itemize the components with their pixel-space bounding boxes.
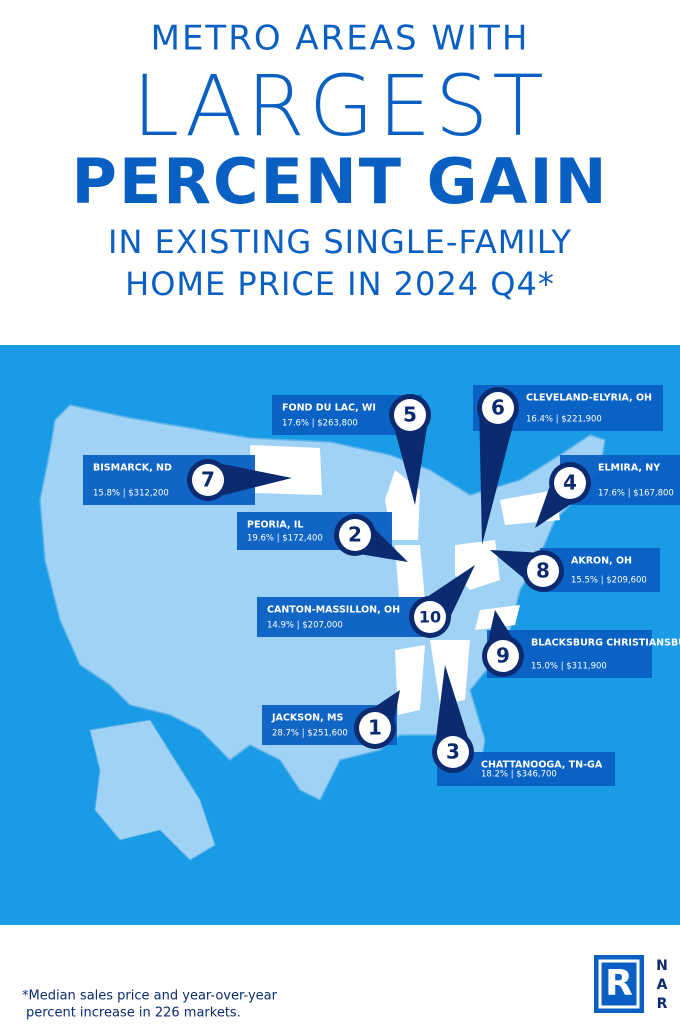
title: METRO AREAS WITH LARGEST PERCENT GAIN IN… xyxy=(72,19,609,304)
logo-box xyxy=(594,955,644,1013)
logo-letter: N xyxy=(656,958,668,974)
pin-inner xyxy=(554,467,586,499)
pin-tail xyxy=(479,405,517,545)
logo-mark: R xyxy=(605,963,633,1004)
state xyxy=(395,545,425,610)
logo: R N A R xyxy=(594,955,668,1013)
metro-detail: 15.8% | $312,200 xyxy=(93,489,169,499)
title-line: IN EXISTING SINGLE-FAMILY xyxy=(108,223,572,261)
metro-detail: 16.4% | $221,900 xyxy=(526,415,602,425)
metro-name: JACKSON, MS xyxy=(271,713,343,724)
pin-inner xyxy=(394,399,426,431)
pin-rank: 9 xyxy=(496,644,510,668)
pin-rank: 8 xyxy=(536,559,550,583)
metro-name: ELMIRA, NY xyxy=(598,463,660,474)
metro-name: PEORIA, IL xyxy=(247,520,303,531)
pin-rank: 5 xyxy=(403,403,417,427)
metro-detail: 28.7% | $251,600 xyxy=(272,729,348,739)
pin-inner xyxy=(527,555,559,587)
metro-name: CLEVELAND-ELYRIA, OH xyxy=(526,393,652,404)
metro-detail: 15.5% | $209,600 xyxy=(571,576,647,586)
metro-detail: 15.0% | $311,900 xyxy=(531,662,607,672)
pin-inner xyxy=(192,464,224,496)
metro-detail: 19.6% | $172,400 xyxy=(247,534,323,544)
pin-inner xyxy=(414,601,446,633)
metro-detail: 14.9% | $207,000 xyxy=(267,621,343,631)
pin-rank: 4 xyxy=(563,471,577,495)
metro-label-box xyxy=(257,597,429,637)
pin-inner xyxy=(339,519,371,551)
metro: FOND DU LAC, WI 17.6% | $263,800 5 xyxy=(272,394,431,505)
metro-name: BLACKSBURG CHRISTIANSBURG, VA xyxy=(531,638,680,649)
metro: AKRON, OH 15.5% | $209,600 8 xyxy=(490,548,660,592)
footnote: *Median sales price and year-over-year p… xyxy=(22,989,278,1021)
pin-rank: 7 xyxy=(201,468,215,492)
logo-letter: A xyxy=(657,977,668,993)
metro-name: BISMARCK, ND xyxy=(93,463,172,474)
pin-inner xyxy=(359,712,391,744)
metro: JACKSON, MS 28.7% | $251,600 1 xyxy=(262,690,400,749)
metro-markers: JACKSON, MS 28.7% | $251,600 1 PEORIA, IL 19… xyxy=(83,385,680,786)
footnote-line: percent increase in 226 markets. xyxy=(26,1006,241,1021)
metro-name: AKRON, OH xyxy=(571,556,632,567)
pin-tail xyxy=(434,665,472,754)
metro-detail: 17.6% | $167,800 xyxy=(598,489,674,499)
pin-rank: 1 xyxy=(368,716,382,740)
pin-rank: 2 xyxy=(348,523,362,547)
pin-inner xyxy=(482,392,514,424)
pin-rank: 3 xyxy=(446,740,460,764)
metro: CLEVELAND-ELYRIA, OH 16.4% | $221,900 6 xyxy=(473,385,663,545)
title-line: METRO AREAS WITH xyxy=(151,19,530,59)
pin-tail xyxy=(391,413,429,505)
metro-detail: 18.2% | $346,700 xyxy=(481,770,557,780)
metro-detail: 17.6% | $263,800 xyxy=(282,419,358,429)
metro-name: CHATTANOOGA, TN-GA xyxy=(481,760,603,771)
title-line: PERCENT GAIN xyxy=(72,145,609,218)
pin-tail xyxy=(207,461,292,499)
alaska xyxy=(89,719,216,861)
title-line: HOME PRICE IN 2024 Q4* xyxy=(125,265,555,303)
logo-frame xyxy=(598,959,640,1009)
metro-name: CANTON-MASSILLON, OH xyxy=(267,605,400,616)
metro: ELMIRA, NY 17.6% | $167,800 4 xyxy=(535,455,680,528)
metro: BLACKSBURG CHRISTIANSBURG, VA 15.0% | $31… xyxy=(482,610,680,678)
state xyxy=(250,445,322,495)
footnote-line: *Median sales price and year-over-year xyxy=(22,989,278,1004)
pin-inner xyxy=(437,736,469,768)
metro: CANTON-MASSILLON, OH 14.9% | $207,000 10 xyxy=(257,565,475,638)
state xyxy=(430,640,470,705)
title-line: LARGEST xyxy=(132,57,547,155)
metro: PEORIA, IL 19.6% | $172,400 2 xyxy=(237,512,408,562)
pin-inner xyxy=(487,640,519,672)
state xyxy=(395,645,425,715)
metro-name: FOND DU LAC, WI xyxy=(282,403,376,414)
logo-letter: R xyxy=(657,996,668,1012)
pin-rank: 6 xyxy=(491,396,505,420)
metro: BISMARCK, ND 15.8% | $312,200 7 xyxy=(83,455,292,505)
pin-rank: 10 xyxy=(419,608,441,627)
